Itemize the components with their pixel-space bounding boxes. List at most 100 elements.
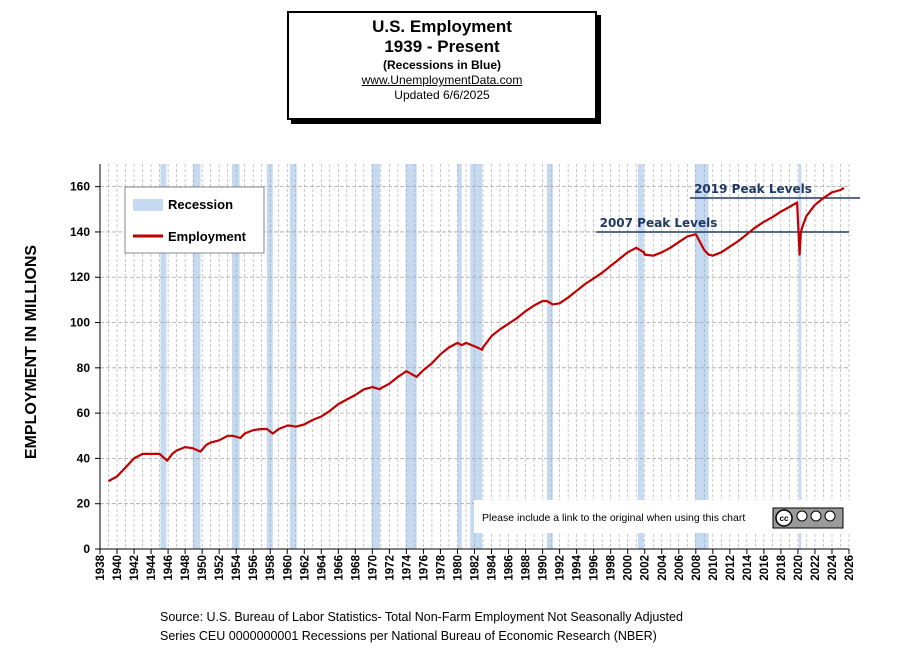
x-tick-label: 1958 [265, 554, 277, 580]
x-tick-label: 2020 [793, 555, 805, 581]
y-tick-label: 140 [70, 225, 90, 239]
legend-recession-label: Recession [168, 197, 233, 212]
x-tick-label: 2014 [742, 554, 754, 580]
x-tick-label: 1992 [555, 555, 567, 581]
x-tick-label: 2000 [623, 555, 635, 581]
chart-subtitle: (Recessions in Blue) [382, 58, 502, 72]
series-line: Series CEU 0000000001 Recessions per Nat… [160, 629, 657, 643]
x-tick-label: 1962 [299, 555, 311, 581]
x-tick-label: 1994 [572, 554, 584, 580]
x-tick-label: 1972 [384, 555, 396, 581]
x-tick-label: 1990 [538, 555, 550, 581]
nc-icon [810, 510, 822, 522]
employment-series [107, 186, 845, 483]
x-tick-label: 1988 [521, 554, 533, 580]
title-box: U.S. Employment 1939 - Present (Recessio… [287, 11, 597, 120]
updated-date: Updated 6/6/2025 [394, 88, 490, 102]
footer: Source: U.S. Bureau of Labor Statistics-… [160, 608, 683, 646]
x-tick-label: 2008 [691, 554, 703, 580]
x-tick-label: 2012 [725, 555, 737, 581]
recession-band [371, 164, 381, 549]
x-tick-label: 1998 [606, 554, 618, 580]
peak-lines: 2007 Peak Levels 2019 Peak Levels [596, 182, 861, 233]
x-tick-label: 1970 [367, 555, 379, 581]
x-tick-label: 1978 [435, 554, 447, 580]
legend-box [124, 186, 265, 254]
legend: Recession Employment [124, 186, 265, 254]
chart-title: U.S. Employment [372, 17, 512, 36]
y-tick-label: 100 [70, 316, 90, 330]
x-tick-label: 1976 [418, 555, 430, 581]
peak-label: 2007 Peak Levels [600, 216, 718, 230]
x-tick-label: 1956 [248, 555, 260, 581]
recession-band [289, 164, 297, 549]
recession-band [266, 164, 273, 549]
x-tick-label: 1946 [163, 555, 175, 581]
x-tick-label: 1948 [180, 554, 192, 580]
cc-logo-icon [775, 509, 793, 527]
axes [95, 164, 850, 554]
recession-band [637, 164, 644, 549]
y-tick-label: 60 [77, 406, 91, 420]
x-tick-label: 1944 [146, 554, 158, 580]
grid [100, 164, 850, 549]
x-tick-label: 1952 [214, 555, 226, 581]
recession-band [694, 164, 709, 549]
recession-band [546, 164, 553, 549]
svg-text:cc: cc [780, 514, 789, 523]
x-tick-label: 2022 [810, 555, 822, 581]
recession-band [231, 164, 240, 549]
x-tick-label: 2024 [827, 554, 839, 580]
x-tick-label: 1982 [470, 555, 482, 581]
legend-employment-label: Employment [168, 229, 247, 244]
x-tick-label: 2018 [776, 554, 788, 580]
chart-period: 1939 - Present [384, 37, 500, 56]
peak-label: 2019 Peak Levels [694, 182, 812, 196]
recession-band [470, 164, 483, 549]
x-tick-label: 2026 [844, 555, 856, 581]
x-tick-label: 1960 [282, 555, 294, 581]
recession-bands [160, 164, 802, 549]
x-tick-label: 2004 [657, 554, 669, 580]
x-tick-label: 1968 [350, 554, 362, 580]
x-tick-label: 1964 [316, 554, 328, 580]
y-tick-label: 40 [77, 451, 91, 465]
recession-band [798, 164, 802, 549]
recession-band [405, 164, 417, 549]
y-tick-label: 80 [77, 361, 91, 375]
notice-text: Please include a link to the original wh… [482, 512, 745, 524]
x-tick-label: 1938 [95, 554, 107, 580]
recession-band [192, 164, 201, 549]
x-tick-label: 1996 [589, 555, 601, 581]
x-tick-labels: 1938 1940 1942 1944 1946 1948 1950 1952 1954 1956… [95, 554, 856, 580]
x-tick-label: 1986 [504, 555, 516, 581]
x-tick-label: 1942 [129, 555, 141, 581]
x-tick-label: 2006 [674, 555, 686, 581]
y-axis-label: EMPLOYMENT IN MILLIONS [23, 245, 40, 460]
nd-icon [824, 510, 836, 522]
x-tick-label: 2016 [759, 555, 771, 581]
recession-band [457, 164, 462, 549]
legend-recession-swatch [133, 199, 163, 211]
x-tick-label: 2010 [708, 555, 720, 581]
website-link[interactable]: www.UnemploymentData.com [361, 73, 523, 87]
x-tick-label: 2002 [640, 555, 652, 581]
x-tick-label: 1966 [333, 555, 345, 581]
y-tick-label: 0 [83, 542, 90, 556]
x-tick-label: 1954 [231, 554, 243, 580]
y-tick-label: 20 [77, 497, 91, 511]
source-line: Source: U.S. Bureau of Labor Statistics-… [160, 610, 683, 624]
x-tick-label: 1980 [452, 555, 464, 581]
license-notice: Please include a link to the original wh… [474, 500, 850, 533]
y-tick-labels: 0 20 40 60 80 100 120 140 160 [70, 180, 90, 556]
x-tick-label: 1950 [197, 555, 209, 581]
x-tick-label: 1984 [487, 554, 499, 580]
by-icon [796, 510, 808, 522]
x-tick-label: 1974 [401, 554, 413, 580]
y-tick-label: 120 [70, 270, 90, 284]
recession-band [160, 164, 167, 549]
y-tick-label: 160 [70, 180, 90, 194]
employment-line [107, 186, 845, 483]
x-tick-label: 1940 [112, 555, 124, 581]
